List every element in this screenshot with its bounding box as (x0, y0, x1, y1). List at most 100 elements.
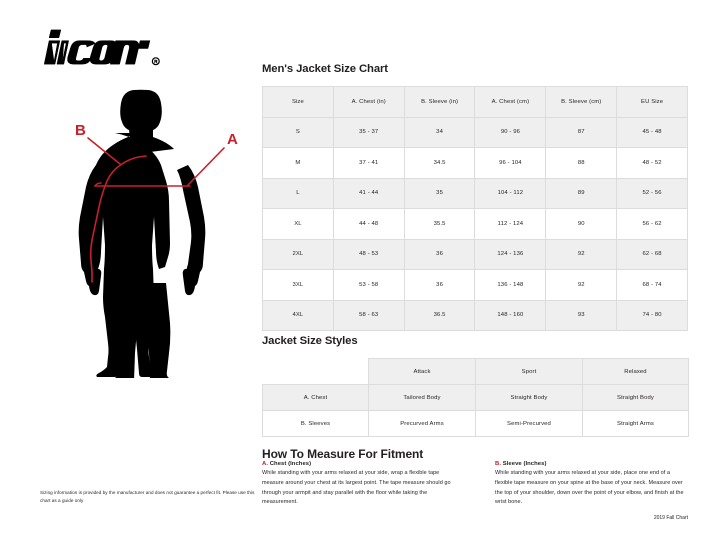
cell-size: 2XL (262, 238, 334, 270)
cell-chest-in: 58 - 63 (332, 299, 405, 331)
cell-eu-size: 52 - 56 (616, 177, 688, 209)
cell-size: 3XL (262, 269, 334, 301)
cell-chest-cm: 104 - 112 (474, 177, 547, 209)
measurement-lines (87, 137, 225, 283)
cell-size: S (262, 116, 334, 148)
fitment-letter-a: A. (262, 461, 269, 467)
chart-edition-label: 2019 Fall Chart (653, 515, 688, 521)
cell-attack-chest: Tailored Body (368, 384, 476, 411)
col-header-eu-size: EU Size (616, 86, 688, 118)
cell-sleeve-cm: 88 (545, 147, 618, 179)
table-row: 2XL 48 - 53 36 124 - 136 92 62 - 68 (262, 238, 688, 270)
cell-sleeve-in: 36 (403, 269, 476, 301)
table-row: S 35 - 37 34 90 - 96 87 45 - 48 (262, 116, 688, 148)
table-row: 4XL 58 - 63 36.5 148 - 160 93 74 - 80 (262, 299, 688, 331)
cell-chest-in: 44 - 48 (332, 208, 405, 240)
cell-chest-cm: 148 - 160 (474, 299, 547, 331)
col-header-relaxed: Relaxed (582, 358, 689, 385)
cell-chest-in: 41 - 44 (332, 177, 405, 209)
cell-sleeve-cm: 92 (545, 238, 618, 270)
cell-chest-in: 37 - 41 (332, 147, 405, 179)
table-row: 3XL 53 - 58 36 136 - 148 92 68 - 74 (262, 269, 688, 301)
sizing-disclaimer: Sizing information is provided by the ma… (40, 490, 255, 503)
left-panel: R (0, 0, 258, 540)
icon-logo-svg: R (43, 29, 160, 66)
cell-sleeve-in: 34.5 (403, 147, 476, 179)
table-row: L 41 - 44 35 104 - 112 89 52 - 56 (262, 177, 688, 209)
table-row: XL 44 - 48 35.5 112 - 124 90 56 - 62 (262, 208, 688, 240)
cell-chest-in: 53 - 58 (332, 269, 405, 301)
styles-header-row: Attack Sport Relaxed (263, 358, 689, 385)
callout-leader-a (187, 147, 225, 186)
row-label-sleeves: B. Sleeves (262, 410, 369, 437)
cell-eu-size: 45 - 48 (616, 116, 688, 148)
cell-chest-in: 35 - 37 (332, 116, 405, 148)
fitment-chest-heading: A. Chest (Inches) (262, 461, 455, 467)
cell-sleeve-in: 35 (403, 177, 476, 209)
table-row: A. Chest Tailored Body Straight Body Str… (262, 384, 689, 411)
fitment-chest-body: While standing with your arms relaxed at… (262, 470, 451, 506)
size-chart-table-wrapper: Size A. Chest (in) B. Sleeve (in) A. Che… (262, 86, 688, 331)
styles-chart-title: Jacket Size Styles (262, 335, 358, 347)
row-label-chest: A. Chest (262, 384, 369, 411)
callout-label-b: B (75, 122, 86, 139)
cell-sleeve-cm: 92 (545, 269, 618, 301)
col-header-chest-cm: A. Chest (cm) (474, 86, 547, 118)
col-header-size: Size (262, 86, 334, 118)
sleeve-line-b (89, 155, 147, 273)
cell-eu-size: 74 - 80 (616, 299, 688, 331)
fitment-sleeve-column: B. Sleeve (Inches) While standing with y… (495, 461, 688, 508)
fitment-chest-column: A. Chest (Inches) While standing with yo… (262, 461, 455, 508)
cell-chest-cm: 96 - 104 (474, 147, 547, 179)
fitment-instructions: A. Chest (Inches) While standing with yo… (262, 461, 688, 508)
callout-labels: A B (75, 122, 238, 148)
fitment-chest-heading-text: Chest (Inches) (269, 461, 312, 467)
cell-chest-cm: 90 - 96 (474, 116, 547, 148)
cell-size: L (262, 177, 334, 209)
styles-table-wrapper: Attack Sport Relaxed A. Chest Tailored B… (262, 358, 689, 437)
callout-leader-b (87, 137, 121, 165)
cell-sleeve-cm: 87 (545, 116, 618, 148)
cell-chest-cm: 136 - 148 (474, 269, 547, 301)
size-chart-table: Size A. Chest (in) B. Sleeve (in) A. Che… (262, 86, 688, 331)
cell-sleeve-cm: 93 (545, 299, 618, 331)
callout-label-a: A (227, 131, 238, 148)
icon-brand-logo: R (36, 26, 164, 72)
cell-sport-chest: Straight Body (475, 384, 583, 411)
cell-chest-cm: 124 - 136 (474, 238, 547, 270)
cell-size: 4XL (262, 299, 334, 331)
cell-eu-size: 62 - 68 (616, 238, 688, 270)
right-panel: Men's Jacket Size Chart Size A. Chest (i… (262, 0, 689, 540)
silhouette-body (78, 89, 206, 378)
fitment-sleeve-heading-text: Sleeve (Inches) (502, 461, 547, 467)
svg-text:R: R (154, 59, 157, 64)
styles-corner-blank (263, 359, 369, 385)
table-row: B. Sleeves Precurved Arms Semi-Precurved… (262, 410, 689, 437)
figure-svg: A B (75, 89, 238, 378)
col-header-sleeve-in: B. Sleeve (in) (403, 86, 476, 118)
table-row: M 37 - 41 34.5 96 - 104 88 48 - 52 (262, 147, 688, 179)
table-header-row: Size A. Chest (in) B. Sleeve (in) A. Che… (262, 86, 688, 118)
fitment-letter-b: B. (495, 461, 502, 467)
col-header-sport: Sport (475, 358, 583, 385)
cell-relaxed-sleeves: Straight Arms (582, 410, 689, 437)
cell-sleeve-cm: 89 (545, 177, 618, 209)
cell-size: XL (262, 208, 334, 240)
chest-line-a-tick-left (94, 182, 102, 187)
col-header-chest-in: A. Chest (in) (332, 86, 405, 118)
cell-sleeve-in: 35.5 (403, 208, 476, 240)
fitment-title: How To Measure For Fitment (262, 447, 424, 461)
cell-eu-size: 68 - 74 (616, 269, 688, 301)
size-chart-title: Men's Jacket Size Chart (262, 63, 388, 75)
cell-size: M (262, 147, 334, 179)
cell-relaxed-chest: Straight Body (582, 384, 689, 411)
cell-sleeve-in: 36.5 (403, 299, 476, 331)
col-header-attack: Attack (368, 358, 476, 385)
cell-eu-size: 48 - 52 (616, 147, 688, 179)
body-measurement-figure: A B (48, 78, 248, 378)
fitment-sleeve-heading: B. Sleeve (Inches) (495, 461, 688, 467)
cell-sleeve-in: 36 (403, 238, 476, 270)
cell-chest-in: 48 - 53 (332, 238, 405, 270)
cell-sport-sleeves: Semi-Precurved (475, 410, 583, 437)
cell-attack-sleeves: Precurved Arms (368, 410, 476, 437)
